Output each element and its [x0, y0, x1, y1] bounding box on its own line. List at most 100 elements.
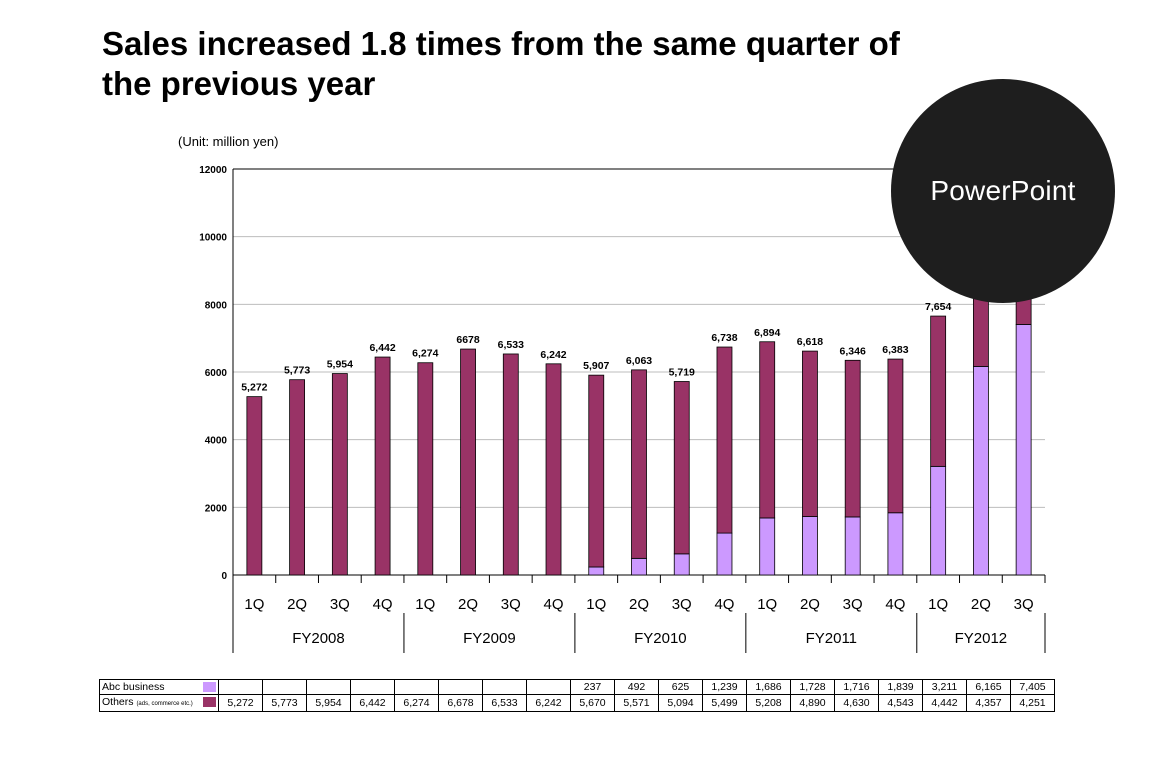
y-tick-label: 6000: [205, 368, 228, 379]
y-tick-label: 4000: [205, 436, 228, 447]
quarter-label: 4Q: [714, 596, 734, 613]
bar-abc-business: [844, 516, 861, 576]
table-cell: 6,678: [438, 694, 483, 712]
bar-others: [802, 350, 818, 517]
quarter-label: 2Q: [971, 596, 991, 613]
table-cell: 4,543: [878, 694, 923, 712]
row-label-others-text: Others: [102, 696, 134, 708]
unit-label: (Unit: million yen): [178, 134, 279, 149]
data-table: Abc business 237 492 625 1,239 1,686 1,7…: [99, 679, 1055, 712]
y-tick-label: 0: [221, 571, 227, 582]
row-label-others: Others (ads, commerce etc.): [99, 694, 219, 712]
table-cell: 625: [658, 679, 703, 695]
bar-others: [844, 359, 861, 518]
bar-others: [460, 348, 476, 576]
quarter-label: 4Q: [885, 596, 905, 613]
bar-others: [759, 341, 776, 519]
bar-others: [331, 373, 348, 576]
table-cell: 1,839: [878, 679, 923, 695]
total-data-label: 6,533: [498, 339, 524, 351]
quarter-label: 1Q: [928, 596, 948, 613]
bar-abc-business: [972, 366, 989, 576]
table-cell: 5,571: [614, 694, 659, 712]
table-cell: 5,954: [306, 694, 351, 712]
quarter-label: 1Q: [757, 596, 777, 613]
table-cell: 6,533: [482, 694, 527, 712]
bar-abc-business: [673, 553, 690, 576]
y-tick-label: 10000: [199, 233, 227, 244]
total-data-label: 7,654: [925, 301, 951, 313]
quarter-label: 2Q: [800, 596, 820, 613]
bar-others: [374, 356, 391, 576]
bar-abc-business: [802, 516, 818, 576]
fiscal-year-label: FY2011: [806, 630, 857, 647]
total-data-label: 6,063: [626, 355, 652, 367]
total-data-label: 5,272: [241, 382, 267, 394]
table-cell: 1,686: [746, 679, 791, 695]
bar-abc-business: [631, 557, 647, 576]
row-label-abc: Abc business: [99, 679, 219, 695]
quarter-label: 3Q: [501, 596, 521, 613]
quarter-label: 4Q: [373, 596, 393, 613]
slide-title: Sales increased 1.8 times from the same …: [102, 25, 900, 102]
bar-others: [631, 369, 647, 559]
quarter-label: 1Q: [415, 596, 435, 613]
total-data-label: 5,954: [327, 359, 353, 371]
fiscal-year-label: FY2012: [955, 630, 1008, 647]
table-cell: 1,728: [790, 679, 835, 695]
quarter-label: 2Q: [287, 596, 307, 613]
row-label-others-note: (ads, commerce etc.): [136, 701, 193, 707]
total-data-label: 6,383: [882, 344, 908, 356]
total-data-label: 5,719: [669, 367, 695, 379]
bar-others: [716, 346, 733, 534]
bar-others: [545, 363, 562, 576]
table-cell: 6,242: [526, 694, 571, 712]
bar-abc-business: [887, 512, 904, 576]
y-tick-label: 8000: [205, 300, 228, 311]
quarter-label: 3Q: [843, 596, 863, 613]
table-cell: [438, 679, 483, 695]
table-cell: 6,274: [394, 694, 439, 712]
table-cell: [218, 679, 263, 695]
total-data-label: 6,242: [540, 349, 566, 361]
table-cell: 4,251: [1010, 694, 1055, 712]
bar-others: [930, 315, 947, 467]
total-data-label: 6,346: [840, 345, 866, 357]
total-data-label: 6678: [456, 334, 480, 346]
table-cell: 4,630: [834, 694, 879, 712]
bar-abc-business: [930, 465, 947, 576]
quarter-label: 1Q: [586, 596, 606, 613]
quarter-label: 2Q: [629, 596, 649, 613]
bar-others: [502, 353, 519, 576]
bar-others: [246, 396, 263, 576]
table-cell: 3,211: [922, 679, 967, 695]
table-cell: 5,272: [218, 694, 263, 712]
quarter-label: 4Q: [544, 596, 564, 613]
bar-others: [887, 358, 904, 514]
bar-others: [588, 374, 605, 568]
row-label-abc-text: Abc business: [102, 681, 165, 693]
powerpoint-badge: PowerPoint: [891, 79, 1115, 303]
others-legend-swatch: [203, 697, 216, 707]
bar-others: [673, 381, 690, 555]
table-cell: 237: [570, 679, 615, 695]
total-data-label: 6,894: [754, 327, 780, 339]
bar-abc-business: [716, 532, 733, 576]
table-cell: 4,890: [790, 694, 835, 712]
total-data-label: 6,442: [369, 342, 395, 354]
y-tick-label: 12000: [199, 165, 227, 176]
table-cell: 5,773: [262, 694, 307, 712]
bar-others: [289, 379, 306, 576]
table-cell: [482, 679, 527, 695]
table-cell: [394, 679, 439, 695]
table-cell: 7,405: [1010, 679, 1055, 695]
quarter-label: 2Q: [458, 596, 478, 613]
fiscal-year-label: FY2008: [292, 630, 345, 647]
table-cell: [526, 679, 571, 695]
y-tick-label: 2000: [205, 503, 228, 514]
table-cell: 5,208: [746, 694, 791, 712]
table-cell: 492: [614, 679, 659, 695]
quarter-label: 3Q: [330, 596, 350, 613]
table-cell: 6,165: [966, 679, 1011, 695]
